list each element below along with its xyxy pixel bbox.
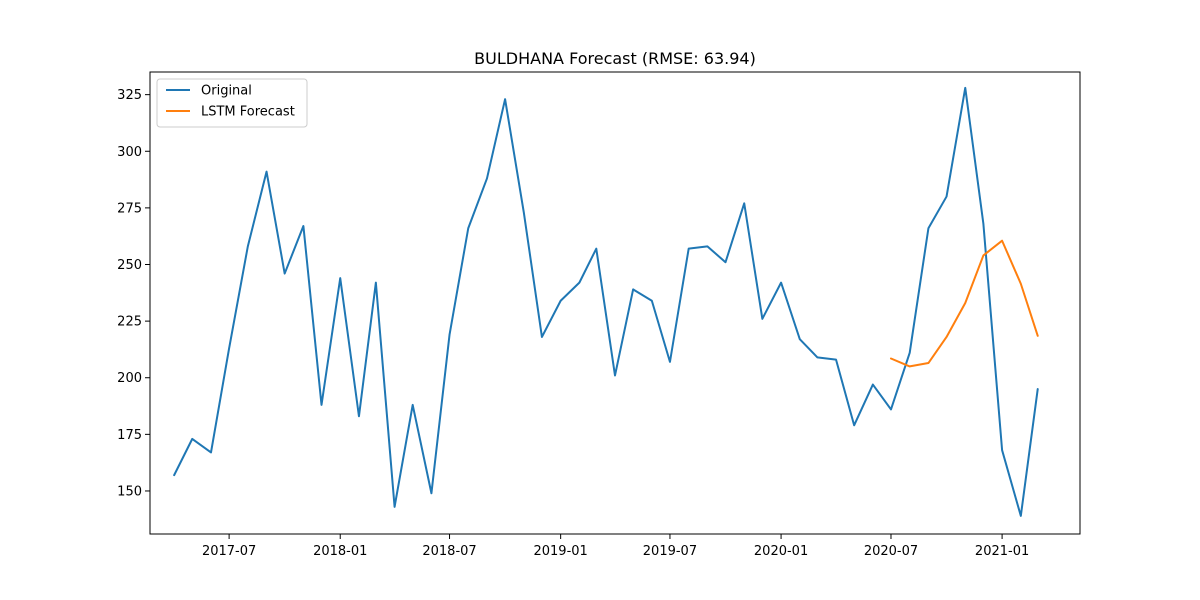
- y-tick-label: 200: [117, 371, 142, 386]
- axes: 2017-07 2018-01 2018-07 2019-01 2019-07 2020-…: [117, 71, 1081, 559]
- x-tick-label: 2017-07: [202, 544, 256, 559]
- x-tick-label: 2020-01: [754, 544, 808, 559]
- x-tick-label: 2018-01: [313, 544, 367, 559]
- y-tick-label: 225: [117, 315, 142, 330]
- series-line-0: [173, 86, 1039, 517]
- x-tick-label: 2019-07: [643, 544, 697, 559]
- y-tick-label: 250: [117, 258, 142, 273]
- axes-frame: [149, 71, 1081, 535]
- x-tick-label: 2019-01: [533, 544, 587, 559]
- x-tick-label: 2018-07: [422, 544, 476, 559]
- legend-box: [156, 78, 308, 128]
- plot-area: [173, 86, 1039, 517]
- legend-label: Original: [201, 84, 252, 99]
- chart-title: BULDHANA Forecast (RMSE: 63.94): [474, 49, 756, 68]
- series-line-1: [889, 239, 1039, 368]
- y-tick-label: 325: [117, 88, 142, 103]
- x-tick-label: 2020-07: [864, 544, 918, 559]
- legend: Original LSTM Forecast: [156, 78, 308, 128]
- y-tick-label: 175: [117, 428, 142, 443]
- y-tick-label: 150: [117, 484, 142, 499]
- x-tick-label: 2021-01: [975, 544, 1029, 559]
- legend-label: LSTM Forecast: [201, 105, 295, 120]
- y-tick-label: 300: [117, 145, 142, 160]
- y-tick-label: 275: [117, 201, 142, 216]
